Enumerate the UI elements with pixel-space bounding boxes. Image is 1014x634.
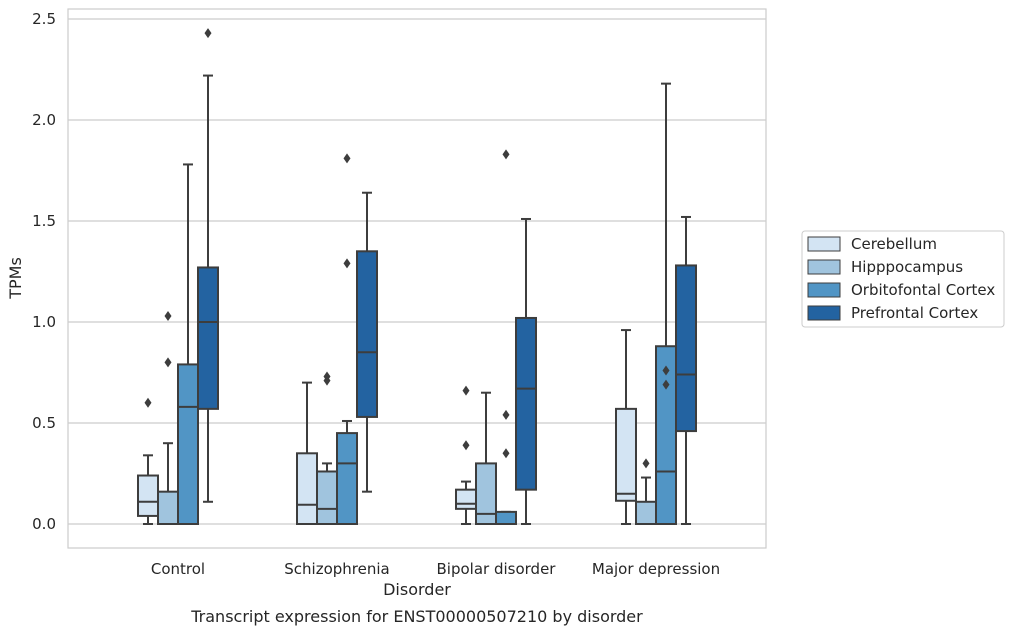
y-tick-label: 2.5 — [32, 10, 56, 28]
outlier-point — [323, 371, 331, 382]
box-3-2 — [515, 217, 537, 525]
box-iqr — [635, 500, 657, 525]
outlier-point — [502, 448, 510, 459]
x-tick-label: Major depression — [592, 560, 720, 578]
box-2-0 — [177, 163, 199, 526]
box-iqr — [515, 316, 537, 491]
box-3-3 — [675, 215, 697, 525]
outlier-point — [164, 357, 172, 368]
x-axis-label: Disorder — [383, 580, 451, 599]
chart-caption: Transcript expression for ENST0000050721… — [190, 607, 643, 626]
box-iqr — [615, 407, 637, 502]
outlier-point — [662, 379, 670, 390]
box-iqr — [336, 432, 358, 526]
box-2-3 — [655, 82, 677, 525]
legend-label: Prefrontal Cortex — [851, 304, 978, 322]
y-tick-label: 2.0 — [32, 111, 56, 129]
y-axis-ticks: 0.0 0.5 1.0 1.5 2.0 2.5 — [32, 10, 56, 533]
legend-label: Hipppocampus — [851, 258, 963, 276]
box-iqr — [177, 363, 199, 526]
y-tick-label: 1.0 — [32, 313, 56, 331]
box-0-0 — [137, 397, 159, 525]
legend-items: Cerebellum Hipppocampus Orbitofontal Corte… — [807, 235, 995, 322]
plot-area — [67, 8, 767, 549]
box-iqr — [475, 462, 497, 525]
outlier-point — [343, 153, 351, 164]
box-1-1 — [316, 371, 338, 526]
box-iqr — [675, 264, 697, 433]
box-3-0 — [197, 28, 219, 503]
boxes — [137, 28, 697, 526]
box-3-1 — [356, 191, 378, 493]
outlier-point — [164, 310, 172, 321]
y-tick-label: 0.5 — [32, 414, 56, 432]
box-2-1 — [336, 153, 358, 526]
box-0-1 — [296, 381, 318, 525]
outlier-point — [462, 440, 470, 451]
legend-label: Cerebellum — [851, 235, 937, 253]
box-iqr — [296, 452, 318, 525]
box-iqr — [316, 470, 338, 526]
legend-swatch — [807, 236, 841, 252]
y-tick-label: 0.0 — [32, 515, 56, 533]
y-axis-label: TPMs — [6, 257, 25, 300]
outlier-point — [502, 409, 510, 420]
box-iqr — [197, 266, 219, 410]
x-tick-label: Control — [151, 560, 205, 578]
box-iqr — [655, 345, 677, 525]
outlier-point — [642, 458, 650, 469]
legend-swatch — [807, 305, 841, 321]
box-iqr — [356, 250, 378, 418]
x-axis-ticks: Control Schizophrenia Bipolar disorder Majo… — [151, 560, 720, 578]
legend-swatch — [807, 282, 841, 298]
box-iqr — [157, 490, 179, 525]
legend: Cerebellum Hipppocampus Orbitofontal Corte… — [801, 230, 1005, 328]
box-iqr — [137, 474, 159, 517]
outlier-point — [662, 365, 670, 376]
legend-frame — [801, 230, 1005, 328]
box-1-3 — [635, 458, 657, 525]
box-0-2 — [455, 385, 477, 525]
box-2-2 — [495, 149, 517, 526]
outlier-point — [204, 28, 212, 39]
legend-label: Orbitofontal Cortex — [851, 281, 995, 299]
box-1-2 — [475, 391, 497, 525]
y-tick-label: 1.5 — [32, 212, 56, 230]
box-0-3 — [615, 329, 637, 525]
outlier-point — [462, 385, 470, 396]
x-tick-label: Schizophrenia — [284, 560, 389, 578]
box-1-0 — [157, 310, 179, 525]
box-iqr — [455, 488, 477, 510]
legend-swatch — [807, 259, 841, 275]
outlier-point — [144, 397, 152, 408]
x-tick-label: Bipolar disorder — [437, 560, 557, 578]
outlier-point — [502, 149, 510, 160]
box-iqr — [495, 510, 517, 526]
outlier-point — [343, 258, 351, 269]
